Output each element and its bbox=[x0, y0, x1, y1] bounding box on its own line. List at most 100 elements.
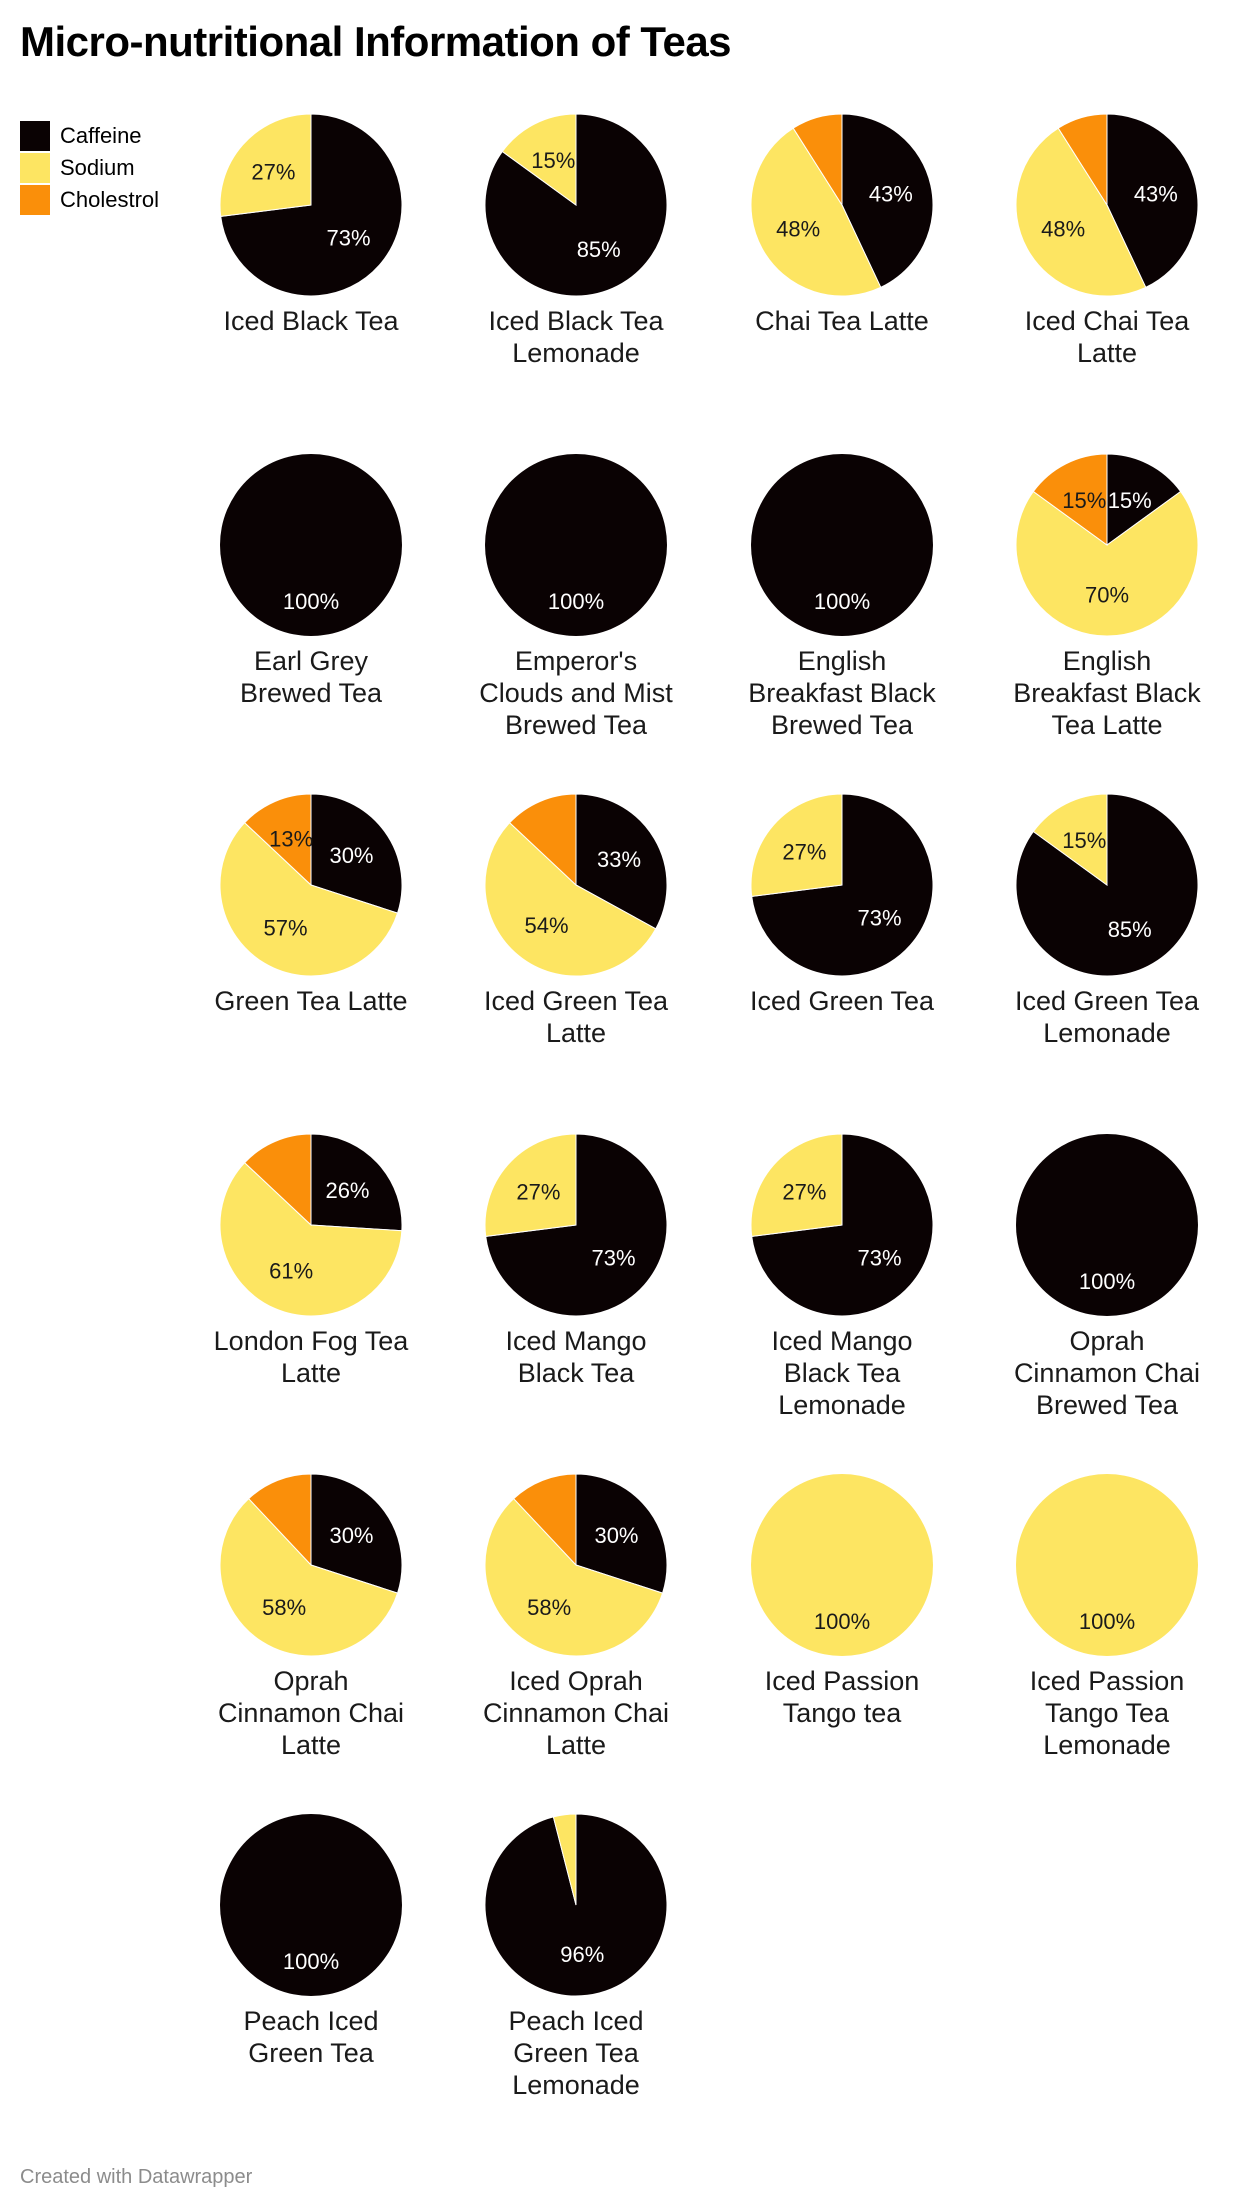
pie-slice-caffeine bbox=[220, 454, 402, 636]
legend-item-caffeine: Caffeine bbox=[20, 120, 159, 152]
pie-title-line: Brewed Tea bbox=[505, 710, 648, 740]
pie-green-tea-latte: 30% 57% 13% Green Tea Latte bbox=[214, 793, 408, 1016]
pie-slice-sodium bbox=[552, 1813, 577, 1906]
pie-title-line: Clouds and Mist bbox=[479, 678, 673, 708]
pie-data-label: 33% bbox=[597, 847, 641, 872]
pie-data-label: 54% bbox=[525, 913, 569, 938]
pie-slice-sodium bbox=[750, 793, 843, 897]
pie-iced-green-tea: 73% 27% Iced Green Tea bbox=[750, 793, 935, 1016]
pie-slice-caffeine bbox=[1106, 453, 1182, 546]
pie-title-line: Peach Iced bbox=[243, 2006, 378, 2036]
pie-data-label: 70% bbox=[1085, 583, 1129, 608]
pie-title-line: Tango tea bbox=[783, 1698, 903, 1728]
pie-data-label: 85% bbox=[1108, 917, 1152, 942]
pie-chai-tea-latte: 43% 48% Chai Tea Latte bbox=[750, 113, 934, 336]
pie-slice-sodium bbox=[501, 113, 577, 206]
pie-data-label: 100% bbox=[1079, 1609, 1135, 1634]
pie-data-label: 15% bbox=[1108, 488, 1152, 513]
pie-title-line: English bbox=[1063, 646, 1152, 676]
legend-label-sodium: Sodium bbox=[60, 155, 135, 180]
pie-data-label: 27% bbox=[782, 1179, 826, 1204]
pie-slice-sodium bbox=[219, 113, 312, 217]
legend-swatch-cholestrol bbox=[20, 185, 50, 215]
legend-item-sodium: Sodium bbox=[20, 152, 159, 184]
pie-slice-sodium bbox=[484, 821, 657, 977]
pie-title-line: Iced Green Tea bbox=[750, 986, 935, 1016]
pie-title-line: Cinnamon Chai bbox=[218, 1698, 404, 1728]
pie-title-line: Latte bbox=[546, 1730, 606, 1760]
pie-title-line: Green Tea Latte bbox=[214, 986, 407, 1016]
pie-title-line: Latte bbox=[546, 1018, 606, 1048]
pie-title-line: Tango Tea bbox=[1045, 1698, 1170, 1728]
pie-title-line: Latte bbox=[281, 1358, 341, 1388]
pie-data-label: 30% bbox=[329, 843, 373, 868]
pie-data-label: 73% bbox=[858, 1246, 902, 1271]
pie-slice-sodium bbox=[1015, 127, 1147, 297]
chart-title: Micro-nutritional Information of Teas bbox=[20, 18, 732, 65]
pie-slice-sodium bbox=[219, 821, 399, 977]
pie-data-label: 96% bbox=[560, 1942, 604, 1967]
pie-data-label: 100% bbox=[814, 589, 870, 614]
pie-title-line: Lemonade bbox=[512, 2070, 640, 2100]
pie-slice-cholestrol bbox=[243, 793, 312, 887]
pie-title-line: Earl Grey bbox=[254, 646, 369, 676]
pie-title-line: Peach Iced bbox=[508, 2006, 643, 2036]
pie-data-label: 30% bbox=[594, 1523, 638, 1548]
pie-data-label: 26% bbox=[325, 1178, 369, 1203]
pie-title-line: Oprah bbox=[1069, 1326, 1144, 1356]
pie-slice-sodium bbox=[484, 1133, 577, 1237]
pie-title-line: Black Tea bbox=[518, 1358, 636, 1388]
pie-iced-black-tea: 73% 27% Iced Black Tea bbox=[219, 113, 403, 336]
pie-title-line: Iced Mango bbox=[505, 1326, 646, 1356]
pie-slice-caffeine bbox=[1106, 113, 1199, 289]
pie-data-label: 48% bbox=[776, 217, 820, 242]
pie-slice-sodium bbox=[750, 127, 882, 297]
footer-credit: Created with Datawrapper bbox=[20, 2166, 253, 2188]
pie-data-label: 27% bbox=[516, 1179, 560, 1204]
pie-data-label: 58% bbox=[527, 1595, 571, 1620]
pie-title-line: English bbox=[798, 646, 887, 676]
pie-data-label: 100% bbox=[1079, 1269, 1135, 1294]
pie-title-line: Iced Passion bbox=[1030, 1666, 1185, 1696]
pie-slice-cholestrol bbox=[792, 113, 843, 207]
pie-title-line: Oprah bbox=[273, 1666, 348, 1696]
pie-title-line: Brewed Tea bbox=[771, 710, 914, 740]
pie-data-label: 58% bbox=[262, 1595, 306, 1620]
pie-title-line: Iced Chai Tea bbox=[1025, 306, 1191, 336]
pie-slice-caffeine bbox=[1016, 1134, 1198, 1316]
pie-data-label: 15% bbox=[1062, 828, 1106, 853]
pie-data-label: 100% bbox=[283, 1949, 339, 1974]
pie-title-line: Cinnamon Chai bbox=[483, 1698, 669, 1728]
pie-slice-caffeine bbox=[841, 113, 934, 289]
pie-title-line: Brewed Tea bbox=[240, 678, 383, 708]
pie-slice-cholestrol bbox=[512, 1473, 577, 1567]
pie-title-line: Cinnamon Chai bbox=[1014, 1358, 1200, 1388]
pie-slice-caffeine bbox=[310, 1473, 403, 1594]
legend-item-cholestrol: Cholestrol bbox=[20, 184, 159, 216]
pie-title-line: Lemonade bbox=[512, 338, 640, 368]
legend-label-cholestrol: Cholestrol bbox=[60, 187, 160, 212]
legend-label-caffeine: Caffeine bbox=[60, 123, 142, 148]
pie-data-label: 100% bbox=[548, 589, 604, 614]
pie-title-line: Lemonade bbox=[1043, 1018, 1171, 1048]
pie-slice-sodium bbox=[219, 1497, 399, 1657]
pie-data-label: 100% bbox=[283, 589, 339, 614]
pie-title-line: Green Tea bbox=[513, 2038, 640, 2068]
pie-slice-cholestrol bbox=[247, 1473, 312, 1567]
pie-title-line: Breakfast Black bbox=[748, 678, 936, 708]
pie-title-line: Brewed Tea bbox=[1036, 1390, 1179, 1420]
pie-slice-sodium bbox=[751, 1474, 933, 1656]
pie-data-label: 13% bbox=[269, 827, 313, 852]
legend-swatch-sodium bbox=[20, 153, 50, 183]
pie-data-label: 43% bbox=[869, 182, 913, 207]
pie-slice-sodium bbox=[219, 1162, 403, 1317]
pie-data-label: 100% bbox=[814, 1609, 870, 1634]
